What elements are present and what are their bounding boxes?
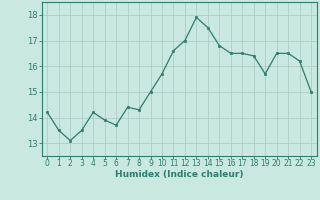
X-axis label: Humidex (Indice chaleur): Humidex (Indice chaleur) xyxy=(115,170,244,179)
